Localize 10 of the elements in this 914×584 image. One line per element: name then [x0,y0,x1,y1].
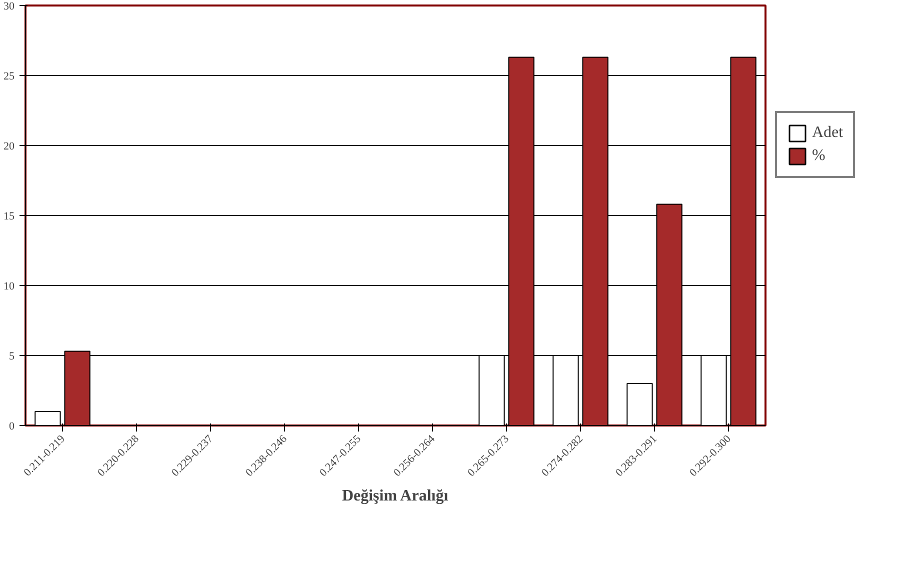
x-axis-title: Değişim Aralığı [342,488,449,505]
y-tick-label: 20 [4,140,15,152]
y-tick-label: 10 [4,280,15,292]
y-tick-label: 30 [4,0,15,12]
y-tick-label: 15 [4,210,15,222]
legend-label: % [812,147,826,165]
y-tick-label: 5 [9,350,15,362]
y-tick-label: 25 [4,70,15,82]
y-tick-label: 0 [9,420,15,432]
legend-label: Adet [812,124,844,142]
